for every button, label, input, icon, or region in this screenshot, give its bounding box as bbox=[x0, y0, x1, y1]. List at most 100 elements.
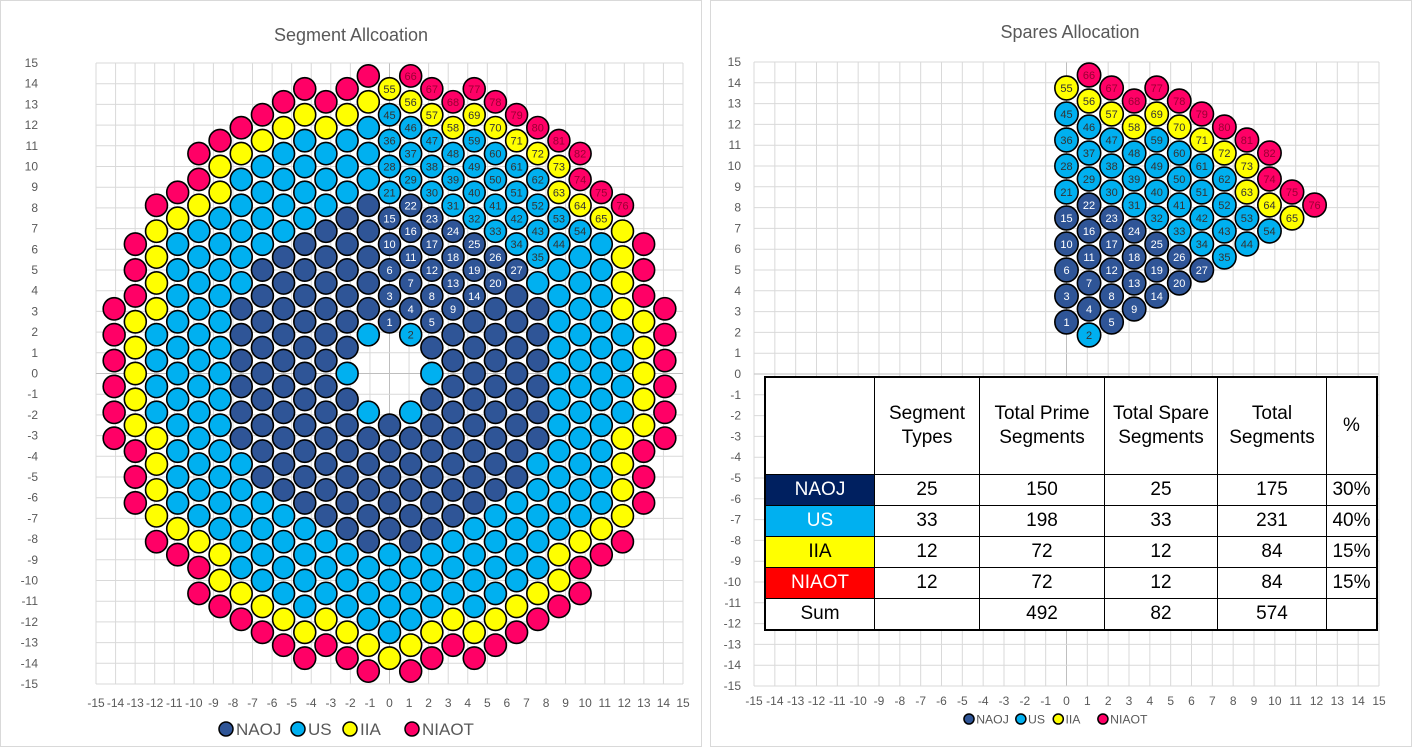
segment-number: 17 bbox=[1105, 239, 1117, 251]
segment-us bbox=[293, 542, 317, 567]
segment-iia bbox=[356, 633, 381, 658]
segment-number: 81 bbox=[1241, 135, 1253, 147]
segment-us bbox=[187, 426, 211, 451]
segment-iia bbox=[187, 193, 211, 218]
segment-number: 21 bbox=[1060, 187, 1072, 199]
segment-number: 81 bbox=[553, 136, 565, 148]
segment-niaot bbox=[356, 63, 381, 88]
segment-iia-55 bbox=[1054, 75, 1079, 101]
segment-niaot bbox=[653, 348, 677, 373]
segment-number: 15 bbox=[383, 213, 395, 225]
segment-iia bbox=[589, 516, 614, 541]
segment-us bbox=[250, 568, 275, 593]
segment-us bbox=[293, 154, 317, 179]
segment-number: 52 bbox=[532, 200, 544, 212]
segment-naoj bbox=[526, 400, 550, 425]
segment-naoj bbox=[483, 400, 508, 425]
y-tick-label: -12 bbox=[21, 615, 39, 629]
segment-iia bbox=[208, 154, 232, 179]
segment-us bbox=[398, 555, 423, 580]
segment-naoj bbox=[462, 465, 486, 489]
segment-niaot bbox=[568, 555, 592, 580]
segment-us bbox=[420, 542, 444, 567]
y-tick-label: -1 bbox=[27, 387, 38, 401]
segment-iia bbox=[144, 270, 169, 295]
segment-us bbox=[144, 374, 169, 399]
y-tick-label: 7 bbox=[734, 221, 741, 235]
cell-types: 33 bbox=[874, 505, 980, 537]
segment-us bbox=[547, 413, 571, 438]
header-total-segments: Total Segments bbox=[1217, 376, 1327, 475]
segment-number: 56 bbox=[1083, 96, 1095, 108]
segment-naoj bbox=[356, 426, 381, 451]
segment-us-46 bbox=[398, 115, 423, 140]
segment-naoj bbox=[462, 490, 486, 515]
x-tick-label: -2 bbox=[345, 696, 356, 710]
segment-us bbox=[271, 167, 296, 192]
segment-us bbox=[526, 270, 550, 295]
segment-naoj bbox=[483, 452, 508, 477]
segment-naoj bbox=[504, 335, 529, 360]
segment-number: 25 bbox=[468, 239, 480, 251]
segment-iia bbox=[250, 594, 275, 619]
segment-naoj bbox=[420, 387, 444, 412]
segment-number: 11 bbox=[1083, 252, 1094, 264]
segment-number: 28 bbox=[383, 162, 395, 174]
segment-us bbox=[229, 193, 253, 218]
x-tick-label: -13 bbox=[787, 694, 805, 708]
segment-number: 53 bbox=[1241, 213, 1253, 225]
segment-naoj bbox=[335, 490, 359, 515]
segment-naoj bbox=[483, 322, 508, 347]
segment-iia bbox=[462, 620, 486, 645]
segment-iia bbox=[441, 607, 465, 632]
legend: NAOJ US IIA NIAOT bbox=[218, 720, 474, 739]
segment-niaot bbox=[208, 594, 232, 619]
segment-us bbox=[356, 167, 381, 192]
x-tick-label: 2 bbox=[1105, 694, 1112, 708]
row-label-niaot: NIAOT bbox=[764, 567, 875, 599]
y-tick-label: -2 bbox=[730, 409, 741, 423]
segment-naoj bbox=[293, 490, 317, 515]
segment-niaot bbox=[483, 633, 508, 658]
segment-niaot-78 bbox=[483, 89, 508, 114]
segment-us bbox=[229, 270, 253, 295]
x-tick-label: -3 bbox=[999, 694, 1010, 708]
segment-number: 26 bbox=[1173, 252, 1185, 264]
segment-number: 53 bbox=[553, 213, 565, 225]
segment-naoj-26 bbox=[1166, 244, 1192, 270]
segment-naoj bbox=[462, 413, 486, 438]
row-label-us: US bbox=[764, 505, 875, 537]
segment-naoj-12 bbox=[1099, 257, 1125, 283]
x-tick-label: -14 bbox=[107, 696, 125, 710]
segment-us bbox=[610, 322, 635, 347]
segment-us bbox=[526, 452, 550, 477]
segment-us bbox=[462, 594, 486, 619]
segment-naoj-16 bbox=[398, 219, 423, 244]
segment-us-45 bbox=[377, 102, 402, 127]
segment-naoj bbox=[526, 296, 550, 321]
segment-iia-69 bbox=[1144, 101, 1170, 127]
cell-total: 574 bbox=[1217, 598, 1327, 631]
segment-us bbox=[568, 348, 592, 373]
y-tick-label: -3 bbox=[730, 429, 741, 443]
y-tick-label: -10 bbox=[724, 575, 742, 589]
segment-us bbox=[165, 387, 190, 412]
x-axis-ticks: -15 -14 -13 -12 -11 -10 -9 -8 -7 -6 -5 -4 -3 -2 -1 0 1 2 3… bbox=[745, 694, 1386, 708]
segment-niaot-66 bbox=[1076, 62, 1102, 88]
segment-us-53 bbox=[1234, 205, 1260, 231]
segment-us bbox=[335, 180, 359, 205]
x-tick-label: 15 bbox=[1372, 694, 1386, 708]
segment-us bbox=[504, 490, 529, 515]
y-tick-label: -14 bbox=[724, 658, 742, 672]
segment-us-51 bbox=[504, 180, 529, 205]
segment-naoj bbox=[335, 335, 359, 360]
segment-niaot bbox=[335, 76, 359, 101]
segment-us bbox=[420, 361, 444, 386]
segment-niaot bbox=[123, 490, 148, 515]
segment-naoj bbox=[314, 322, 338, 347]
segment-number: 26 bbox=[489, 252, 501, 264]
x-tick-label: 4 bbox=[1146, 694, 1153, 708]
segment-iia bbox=[144, 426, 169, 451]
segment-us-28 bbox=[377, 154, 402, 179]
cell-prime: 492 bbox=[979, 598, 1105, 631]
